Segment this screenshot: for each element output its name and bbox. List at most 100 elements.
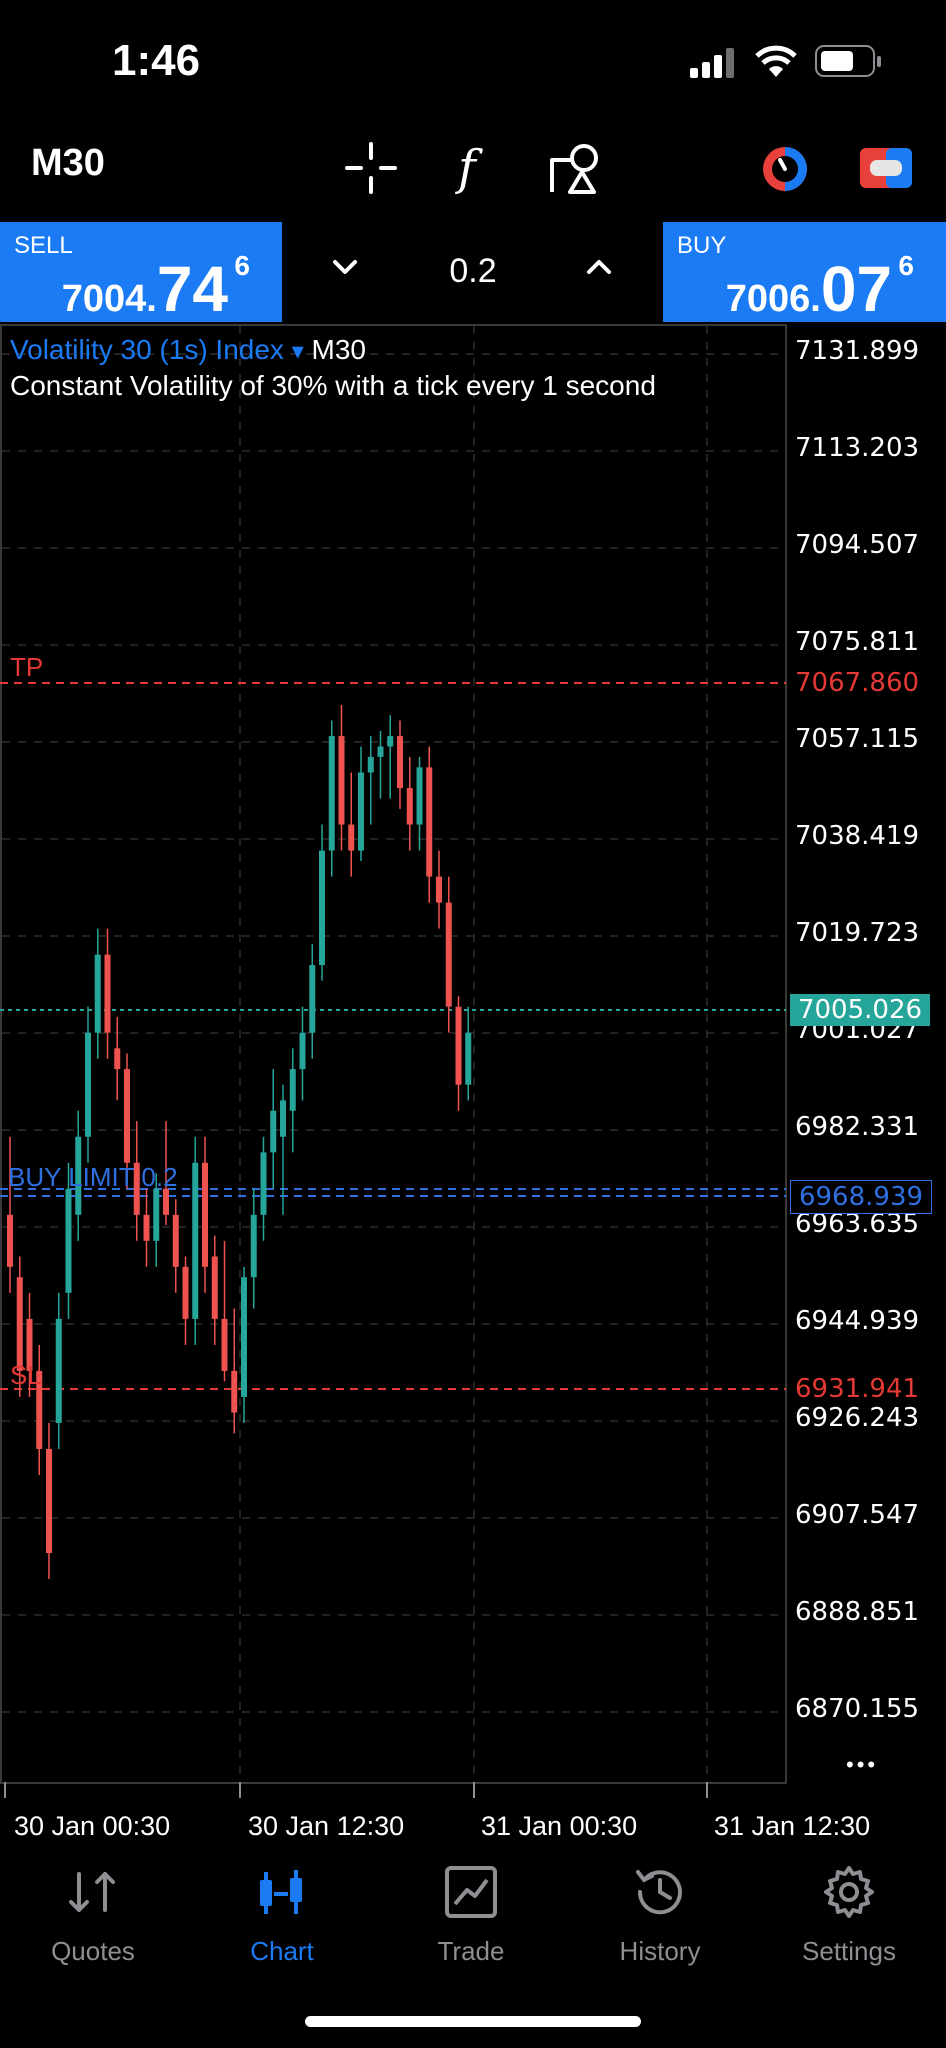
buy-price: 7006.07 6 bbox=[726, 250, 914, 326]
quotes-icon bbox=[69, 1872, 115, 1912]
svg-text:f: f bbox=[455, 140, 483, 194]
instrument-timeframe: M30 bbox=[311, 334, 366, 365]
buy-price-main: 07 bbox=[820, 253, 892, 325]
sell-price: 7004.74 6 bbox=[62, 250, 250, 326]
candle-body bbox=[406, 788, 413, 825]
candle-body bbox=[192, 1162, 199, 1319]
candle-body bbox=[16, 1277, 23, 1371]
price-axis-label: 6926.243 bbox=[795, 1403, 920, 1433]
trade-icon bbox=[445, 1866, 497, 1918]
candle-body bbox=[85, 1032, 91, 1137]
instrument-selector[interactable]: Volatility 30 (1s) Index ▾ M30 bbox=[10, 334, 366, 366]
candle-body bbox=[143, 1214, 150, 1241]
status-time: 1:46 bbox=[112, 36, 201, 85]
candle-body bbox=[153, 1188, 160, 1241]
candle-body bbox=[387, 736, 394, 747]
candle-body bbox=[46, 1448, 52, 1554]
candle-body bbox=[416, 767, 423, 825]
lot-decrease-button[interactable] bbox=[330, 252, 360, 287]
chart-icon bbox=[260, 1870, 302, 1914]
candle-body bbox=[328, 736, 335, 851]
more-options-icon[interactable]: ••• bbox=[846, 1752, 879, 1777]
price-axis-label: 6888.851 bbox=[795, 1597, 920, 1627]
sell-label: SELL bbox=[14, 232, 73, 259]
candle-body bbox=[319, 850, 325, 966]
tp-label[interactable]: TP bbox=[10, 652, 44, 682]
candle-body bbox=[358, 772, 364, 851]
tab-settings-label: Settings bbox=[802, 1936, 896, 1966]
candle-body bbox=[250, 1214, 257, 1278]
date-label: 30 Jan 12:30 bbox=[248, 1811, 405, 1841]
lot-panel: 0.2 bbox=[284, 222, 662, 322]
candle-body bbox=[280, 1100, 286, 1137]
buy-label: BUY bbox=[677, 232, 727, 259]
tab-history-label: History bbox=[619, 1936, 701, 1966]
date-label: 30 Jan 00:30 bbox=[14, 1811, 171, 1841]
candle-body bbox=[172, 1214, 179, 1267]
wifi-icon bbox=[754, 44, 798, 83]
home-indicator bbox=[305, 2016, 641, 2027]
candle-body bbox=[377, 746, 384, 757]
crosshair-icon[interactable] bbox=[345, 142, 397, 199]
buy-limit-label[interactable]: BUY LIMIT 0.2 bbox=[8, 1162, 178, 1192]
price-axis-label: 6982.331 bbox=[795, 1112, 920, 1142]
candle-body bbox=[124, 1069, 130, 1163]
candle-body bbox=[289, 1069, 296, 1111]
candle-body bbox=[182, 1266, 189, 1319]
tab-chart-label: Chart bbox=[250, 1936, 314, 1966]
timer-icon[interactable] bbox=[760, 144, 810, 199]
buy-button[interactable]: BUY 7006.07 6 bbox=[663, 222, 946, 325]
tab-trade-label: Trade bbox=[437, 1936, 505, 1966]
candle-body bbox=[133, 1162, 140, 1215]
signal-icon bbox=[690, 48, 736, 83]
candle-body bbox=[367, 756, 374, 773]
candle-body bbox=[270, 1110, 277, 1153]
candle-body bbox=[65, 1188, 72, 1293]
price-axis-label: 7094.507 bbox=[795, 530, 920, 560]
history-icon bbox=[636, 1870, 682, 1915]
instrument-description: Constant Volatility of 30% with a tick e… bbox=[10, 370, 656, 401]
current-price-badge: 7005.026 bbox=[790, 994, 930, 1026]
candle-body bbox=[211, 1256, 218, 1319]
tab-quotes-label: Quotes bbox=[51, 1936, 135, 1966]
chart-area[interactable] bbox=[0, 324, 946, 1844]
date-label: 31 Jan 00:30 bbox=[481, 1811, 638, 1841]
function-icon[interactable]: f bbox=[452, 138, 492, 199]
sl-label[interactable]: SL bbox=[10, 1360, 42, 1390]
candle-body bbox=[94, 954, 101, 1033]
candle-body bbox=[55, 1318, 62, 1423]
sl-price-label: 6931.941 bbox=[795, 1374, 920, 1404]
candle-body bbox=[221, 1318, 228, 1371]
candle-body bbox=[338, 736, 345, 825]
lot-increase-button[interactable] bbox=[584, 252, 614, 287]
objects-icon[interactable] bbox=[548, 140, 602, 201]
lot-value[interactable]: 0.2 bbox=[449, 252, 497, 290]
instrument-name[interactable]: Volatility 30 (1s) Index bbox=[10, 334, 284, 365]
candlestick-chart[interactable] bbox=[0, 324, 946, 1844]
candle-body bbox=[260, 1152, 267, 1215]
tp-price-label: 7067.860 bbox=[795, 668, 920, 698]
gear-icon bbox=[824, 1866, 874, 1918]
price-axis-label: 6870.155 bbox=[795, 1694, 920, 1724]
candle-body bbox=[436, 876, 442, 903]
price-axis-label: 7019.723 bbox=[795, 918, 920, 948]
sell-price-main: 74 bbox=[156, 253, 228, 325]
price-axis-label: 6963.635 bbox=[795, 1209, 920, 1239]
candle-body bbox=[426, 767, 433, 877]
candle-body bbox=[163, 1188, 169, 1215]
timeframe-button[interactable]: M30 bbox=[31, 142, 105, 184]
candle-body bbox=[104, 954, 111, 1033]
sell-button[interactable]: SELL 7004.74 6 bbox=[0, 222, 282, 325]
candle-body bbox=[26, 1318, 33, 1371]
candle-body bbox=[114, 1048, 121, 1070]
battery-icon bbox=[815, 45, 883, 84]
buy-limit-price-badge: 6968.939 bbox=[790, 1180, 932, 1214]
price-axis-label: 7113.203 bbox=[795, 433, 920, 463]
buy-price-fraction: 6 bbox=[898, 250, 914, 281]
price-axis-label: 6907.547 bbox=[795, 1500, 920, 1530]
candle-body bbox=[299, 1032, 306, 1070]
dropdown-arrow-icon[interactable]: ▾ bbox=[291, 338, 304, 365]
candle-body bbox=[397, 736, 403, 789]
price-axis-label: 7075.811 bbox=[795, 627, 920, 657]
toggle-icon[interactable] bbox=[860, 148, 912, 193]
